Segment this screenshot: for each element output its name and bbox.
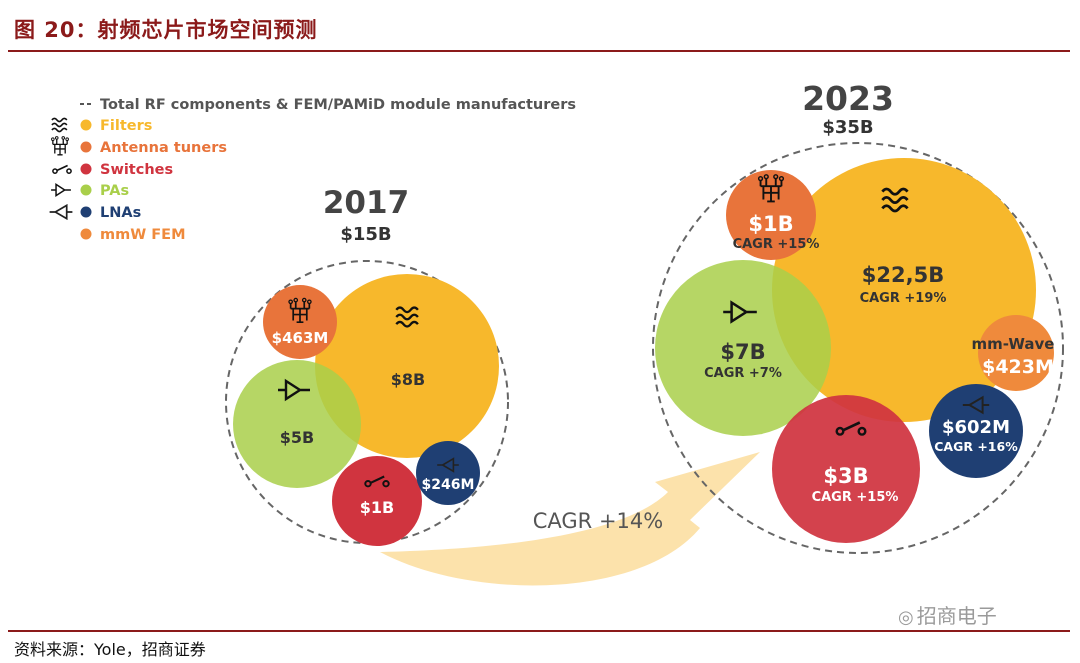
bubble-2023-switches-value: $3B (823, 464, 868, 488)
legend-swatch-mmw-fem (80, 228, 92, 240)
legend-label-switches: Switches (100, 162, 173, 178)
legend-swatch-filters (80, 119, 92, 131)
legend-item-lnas: LNAs (48, 204, 141, 221)
legend-label-antenna-tuners: Antenna tuners (100, 140, 227, 156)
year-total-2017: $15B (340, 224, 391, 245)
lna-icon (48, 204, 74, 220)
bubble-2023-antenna-tuners-cagr: CAGR +15% (733, 237, 820, 252)
legend: Total RF components & FEM/PAMiD module m… (48, 97, 576, 243)
legend-label-pas: PAs (100, 183, 129, 199)
legend-swatch-lnas (80, 206, 92, 218)
bubble-2023-antenna-tuners-value: $1B (748, 212, 793, 236)
legend-swatch-antenna-tuners (80, 141, 92, 153)
bubble-2017-switches-value: $1B (360, 498, 394, 517)
bubble-2017-switches (332, 456, 422, 546)
wechat-icon: ◎ (898, 607, 914, 628)
bubble-2017-pas-value: $5B (280, 428, 314, 447)
bubble-2017-lnas-value: $246M (422, 477, 475, 493)
title-rule (8, 50, 1070, 52)
bubble-2017-pas (233, 360, 361, 488)
source-note: 资料来源：Yole，招商证券 (14, 640, 206, 659)
legend-item-switches: Switches (52, 162, 173, 178)
bubble-2023-lnas (929, 384, 1023, 478)
watermark: ◎ 招商电子 (898, 600, 997, 629)
bubble-2023-switches (772, 395, 920, 543)
bubble-2023-mmw-fem-value: $423M (982, 356, 1054, 378)
antenna-tuner-icon (50, 135, 70, 156)
bubble-2023-pas-value: $7B (720, 340, 765, 364)
growth-arrow (380, 452, 760, 586)
year-label-2017: 2017 (323, 185, 409, 221)
switch-icon (52, 164, 72, 175)
bubble-2017-lnas (416, 441, 480, 505)
bubble-2023-pas (655, 260, 831, 436)
bubble-group-2017: 2017 $15B $8B $5B $463M $1B $246M (225, 185, 509, 546)
bubble-2023-lnas-value: $602M (942, 417, 1010, 438)
amplifier-icon (50, 183, 72, 197)
year-label-2023: 2023 (802, 79, 894, 118)
bubble-2023-filters-cagr: CAGR +19% (860, 291, 947, 306)
bubble-2023-switches-cagr: CAGR +15% (812, 490, 899, 505)
legend-label-total: Total RF components & FEM/PAMiD module m… (100, 97, 576, 113)
legend-label-filters: Filters (100, 118, 152, 134)
watermark-text: 招商电子 (916, 604, 997, 628)
bubble-2023-pas-cagr: CAGR +7% (704, 366, 782, 381)
bubble-2023-mmw-fem-name: mm-Wave (972, 335, 1055, 353)
legend-item-pas: PAs (50, 183, 129, 199)
legend-item-filters: Filters (51, 117, 152, 134)
bubble-2023-filters (772, 158, 1036, 422)
bubble-2023-antenna-tuners (726, 170, 816, 260)
bubble-2017-antenna-tuners-value: $463M (272, 329, 329, 347)
legend-label-lnas: LNAs (100, 205, 141, 221)
legend-item-mmw-fem: mmW FEM (80, 227, 186, 243)
filter-wave-icon (51, 117, 68, 133)
total-market-circle-2023 (652, 142, 1064, 554)
bubble-2023-mmw-fem (978, 315, 1054, 391)
legend-item-antenna-tuners: Antenna tuners (50, 135, 227, 156)
legend-swatch-switches (80, 163, 92, 175)
bubble-2023-lnas-cagr: CAGR +16% (934, 439, 1018, 454)
legend-swatch-pas (80, 184, 92, 196)
bubble-2017-filters (315, 274, 499, 458)
bubble-2023-filters-value: $22,5B (862, 263, 944, 287)
legend-item-total: Total RF components & FEM/PAMiD module m… (80, 97, 576, 113)
bubble-group-2023: 2023 $35B $22,5B CAGR +19% $7B CAGR +7% … (652, 79, 1064, 554)
bubble-2017-filters-value: $8B (391, 370, 425, 389)
figure-title: 图 20：射频芯片市场空间预测 (14, 18, 318, 42)
year-total-2023: $35B (822, 117, 873, 138)
overall-cagr-label: CAGR +14% (533, 509, 663, 533)
source-rule (8, 630, 1070, 632)
legend-label-mmw-fem: mmW FEM (100, 227, 186, 243)
